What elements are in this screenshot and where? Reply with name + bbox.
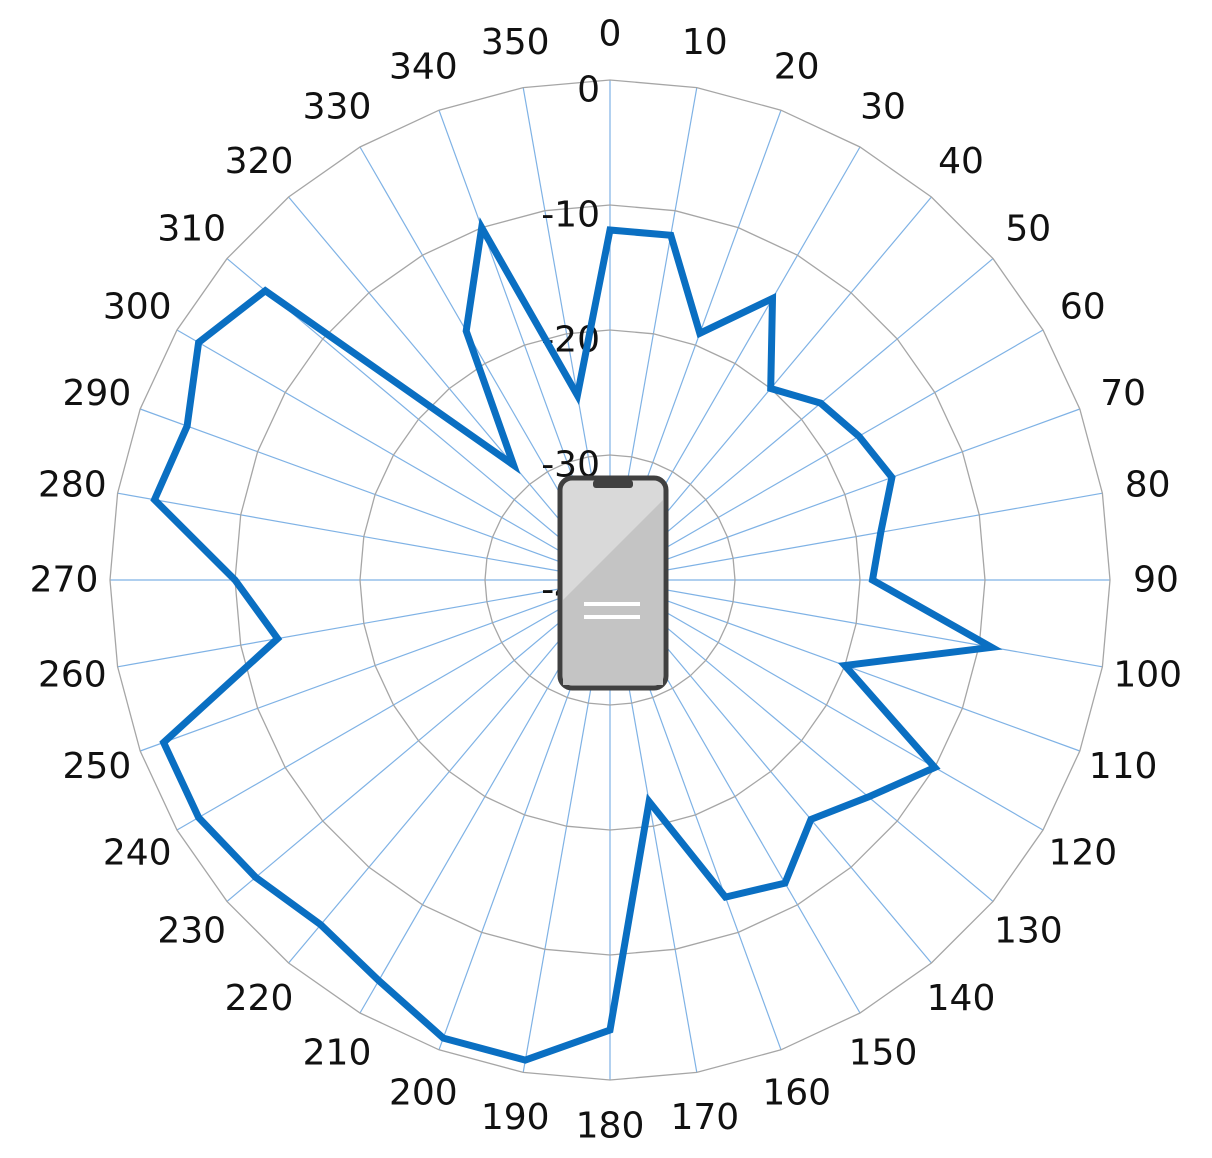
angle-tick-label: 310 — [157, 209, 226, 250]
radial-grid-rings — [109, 79, 1111, 1081]
angle-tick-label: 70 — [1100, 373, 1146, 414]
phone-notch — [593, 480, 633, 488]
angle-tick-label: 220 — [225, 978, 294, 1019]
angle-tick-label: 280 — [38, 465, 107, 506]
angle-tick-label: 300 — [103, 287, 172, 328]
angle-tick-label: 320 — [225, 141, 294, 182]
angle-tick-label: 340 — [389, 46, 458, 87]
radial-tick-label: -10 — [541, 195, 600, 236]
angle-tick-label: 40 — [938, 141, 984, 182]
angle-tick-label: 80 — [1125, 465, 1171, 506]
angle-tick-label: 330 — [303, 87, 372, 128]
radial-grid-ring — [359, 329, 861, 831]
radial-grid-ring — [109, 79, 1111, 1081]
angle-tick-label: 60 — [1060, 287, 1106, 328]
angle-tick-label: 50 — [1005, 209, 1051, 250]
smartphone-icon — [557, 475, 669, 691]
angle-tick-label: 120 — [1048, 833, 1117, 874]
angle-tick-label: 200 — [389, 1073, 458, 1114]
angle-tick-label: 110 — [1089, 746, 1158, 787]
angle-tick-label: 130 — [994, 911, 1063, 952]
angle-tick-label: 210 — [303, 1032, 372, 1073]
angle-tick-label: 170 — [670, 1097, 739, 1138]
angle-tick-label: 90 — [1133, 560, 1179, 601]
radial-grid-ring — [484, 454, 736, 706]
angle-tick-label: 290 — [63, 373, 132, 414]
angle-tick-label: 350 — [481, 22, 550, 63]
angle-tick-label: 100 — [1113, 654, 1182, 695]
angle-tick-label: 260 — [38, 654, 107, 695]
angle-tick-label: 230 — [157, 911, 226, 952]
angle-tick-label: 0 — [599, 14, 622, 55]
angle-tick-label: 180 — [576, 1106, 645, 1147]
angle-tick-label: 140 — [927, 978, 996, 1019]
angle-tick-label: 20 — [774, 46, 820, 87]
angle-tick-label: 150 — [849, 1032, 918, 1073]
angle-tick-label: 250 — [63, 746, 132, 787]
angle-tick-label: 240 — [103, 833, 172, 874]
phone-screen-shading — [563, 500, 663, 685]
series-layer — [150, 217, 1003, 1064]
angle-tick-label: 160 — [762, 1073, 831, 1114]
angle-tick-label: 10 — [682, 22, 728, 63]
angle-tick-label: 190 — [481, 1097, 550, 1138]
radial-tick-label: 0 — [577, 70, 600, 111]
angle-tick-label: 270 — [30, 560, 99, 601]
angle-tick-label: 30 — [860, 87, 906, 128]
radial-grid-ring — [234, 204, 986, 956]
